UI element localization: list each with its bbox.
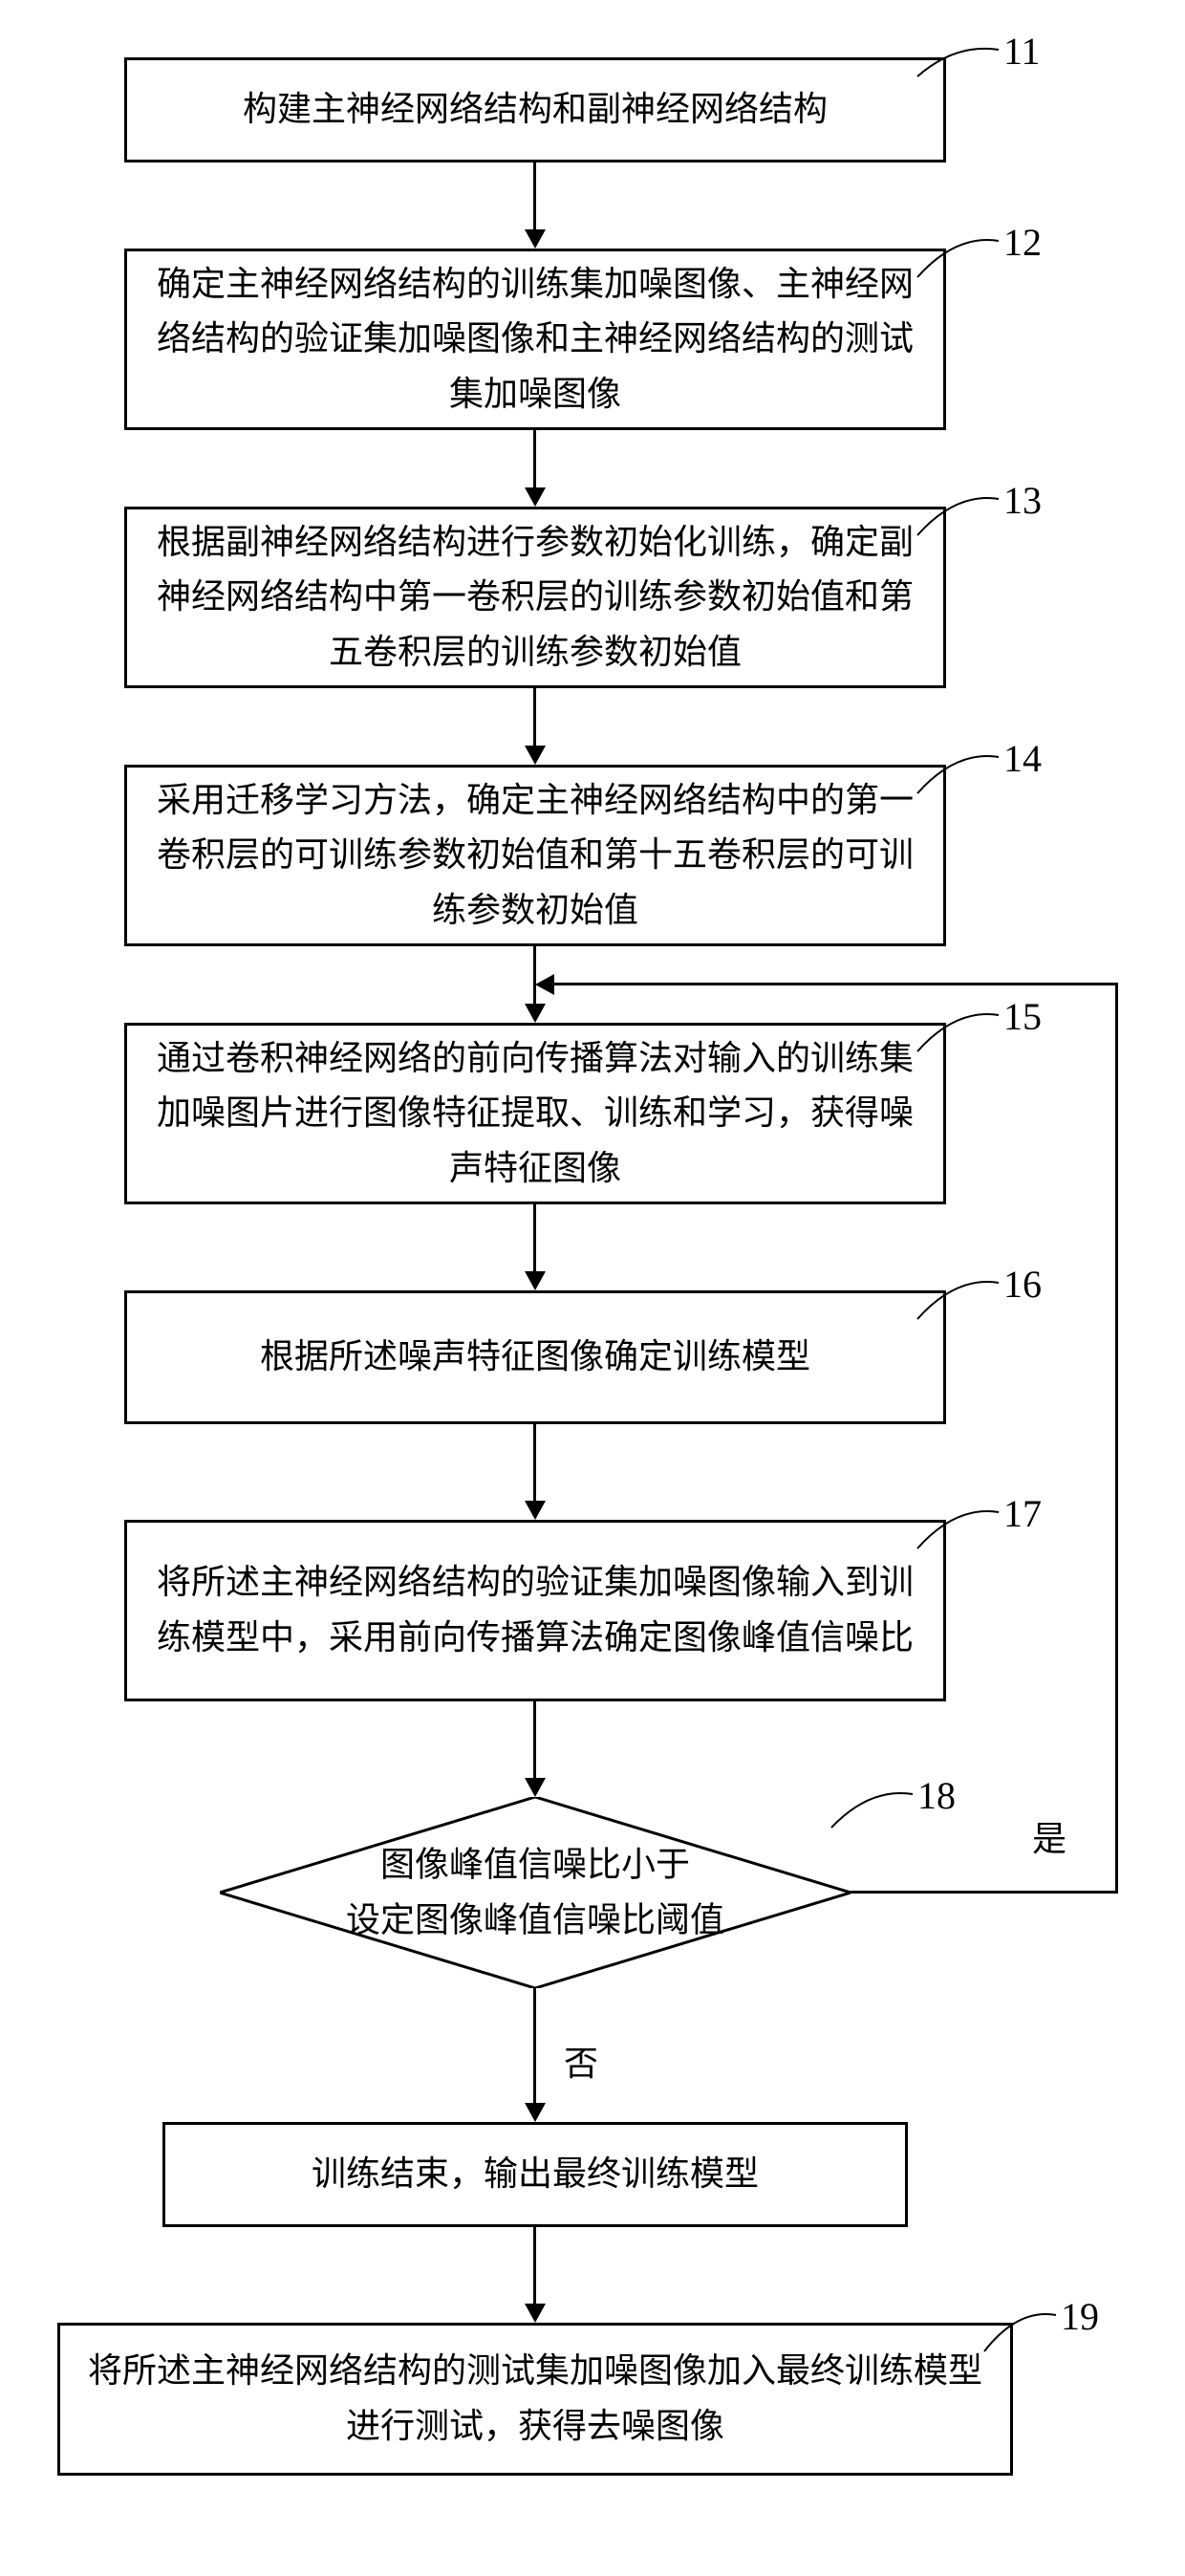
arrow-12-13: [533, 430, 536, 487]
arrow-13-14: [533, 688, 536, 746]
decision-line2: 设定图像峰值信噪比阈值: [346, 1900, 724, 1938]
step-19: 将所述主神经网络结构的测试集加噪图像加入最终训练模型进行测试，获得去噪图像: [57, 2323, 1013, 2476]
arrowhead-13-14: [525, 746, 546, 765]
arrow-17-18: [533, 1701, 536, 1778]
step-14-text: 采用迁移学习方法，确定主神经网络结构中的第一卷积层的可训练参数初始值和第十五卷积…: [146, 773, 924, 939]
label-no: 否: [564, 2036, 598, 2086]
arrowhead-end-19: [525, 2304, 546, 2323]
arrow-16-17: [533, 1424, 536, 1501]
step-17: 将所述主神经网络结构的验证集加噪图像输入到训练模型中，采用前向传播算法确定图像峰…: [124, 1520, 946, 1701]
feedback-v: [1115, 985, 1118, 1894]
step-13-text: 根据副神经网络结构进行参数初始化训练，确定副神经网络结构中第一卷积层的训练参数初…: [146, 515, 924, 681]
arrowhead-17-18: [525, 1778, 546, 1797]
step-end-text: 训练结束，输出最终训练模型: [312, 2147, 759, 2202]
decision-18-text: 图像峰值信噪比小于 设定图像峰值信噪比阈值: [220, 1837, 851, 1947]
arrowhead-14-15: [525, 1004, 546, 1023]
arrowhead-15-16: [525, 1271, 546, 1290]
flowchart-canvas: 构建主神经网络结构和副神经网络结构 确定主神经网络结构的训练集加噪图像、主神经网…: [0, 0, 1185, 2576]
arrow-11-12: [533, 162, 536, 229]
arrowhead-12-13: [525, 487, 546, 507]
arrowhead-18-end: [525, 2103, 546, 2122]
step-16: 根据所述噪声特征图像确定训练模型: [124, 1290, 946, 1424]
label-14: 14: [1003, 736, 1042, 781]
step-17-text: 将所述主神经网络结构的验证集加噪图像输入到训练模型中，采用前向传播算法确定图像峰…: [146, 1555, 924, 1665]
decision-line1: 图像峰值信噪比小于: [380, 1845, 690, 1883]
arrow-18-end: [533, 1988, 536, 2103]
step-15: 通过卷积神经网络的前向传播算法对输入的训练集加噪图片进行图像特征提取、训练和学习…: [124, 1023, 946, 1204]
arrow-end-19: [533, 2227, 536, 2304]
feedback-h2: [554, 983, 1118, 985]
step-15-text: 通过卷积神经网络的前向传播算法对输入的训练集加噪图片进行图像特征提取、训练和学习…: [146, 1031, 924, 1197]
decision-18: 图像峰值信噪比小于 设定图像峰值信噪比阈值: [220, 1797, 851, 1988]
step-end: 训练结束，输出最终训练模型: [162, 2122, 908, 2227]
arrowhead-11-12: [525, 229, 546, 249]
step-13: 根据副神经网络结构进行参数初始化训练，确定副神经网络结构中第一卷积层的训练参数初…: [124, 507, 946, 688]
step-14: 采用迁移学习方法，确定主神经网络结构中的第一卷积层的可训练参数初始值和第十五卷积…: [124, 765, 946, 946]
step-16-text: 根据所述噪声特征图像确定训练模型: [260, 1330, 810, 1385]
label-11: 11: [1003, 29, 1041, 74]
step-19-text: 将所述主神经网络结构的测试集加噪图像加入最终训练模型进行测试，获得去噪图像: [79, 2344, 991, 2454]
step-12-text: 确定主神经网络结构的训练集加噪图像、主神经网络结构的验证集加噪图像和主神经网络结…: [146, 257, 924, 422]
step-11: 构建主神经网络结构和副神经网络结构: [124, 57, 946, 162]
step-12: 确定主神经网络结构的训练集加噪图像、主神经网络结构的验证集加噪图像和主神经网络结…: [124, 249, 946, 430]
label-16: 16: [1003, 1262, 1042, 1307]
label-15: 15: [1003, 994, 1042, 1039]
label-18: 18: [917, 1773, 956, 1818]
feedback-h1: [851, 1891, 1118, 1894]
arrow-15-16: [533, 1204, 536, 1271]
step-11-text: 构建主神经网络结构和副神经网络结构: [243, 82, 828, 138]
feedback-arrowhead: [535, 974, 554, 995]
label-17: 17: [1003, 1491, 1042, 1536]
label-19: 19: [1061, 2294, 1099, 2339]
arrowhead-16-17: [525, 1501, 546, 1520]
label-13: 13: [1003, 478, 1042, 523]
label-yes: 是: [1032, 1811, 1066, 1861]
label-12: 12: [1003, 220, 1042, 265]
